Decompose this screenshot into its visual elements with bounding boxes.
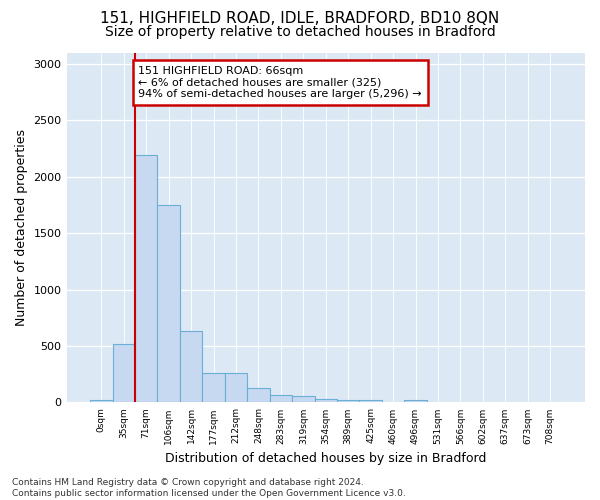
Text: 151 HIGHFIELD ROAD: 66sqm
← 6% of detached houses are smaller (325)
94% of semi-: 151 HIGHFIELD ROAD: 66sqm ← 6% of detach… [139,66,422,99]
Text: Contains HM Land Registry data © Crown copyright and database right 2024.
Contai: Contains HM Land Registry data © Crown c… [12,478,406,498]
Bar [337,400,359,402]
Bar [292,396,314,402]
Bar [202,373,225,402]
Bar [404,400,427,402]
Bar [157,205,180,402]
Bar [314,399,337,402]
Text: 151, HIGHFIELD ROAD, IDLE, BRADFORD, BD10 8QN: 151, HIGHFIELD ROAD, IDLE, BRADFORD, BD1… [100,11,500,26]
Text: Size of property relative to detached houses in Bradford: Size of property relative to detached ho… [104,25,496,39]
X-axis label: Distribution of detached houses by size in Bradford: Distribution of detached houses by size … [165,452,487,465]
Bar [225,373,247,402]
Bar [247,388,269,402]
Bar [269,395,292,402]
Bar [180,331,202,402]
Bar [359,400,382,402]
Bar [90,400,113,402]
Y-axis label: Number of detached properties: Number of detached properties [15,129,28,326]
Bar [135,155,157,402]
Bar [113,344,135,402]
